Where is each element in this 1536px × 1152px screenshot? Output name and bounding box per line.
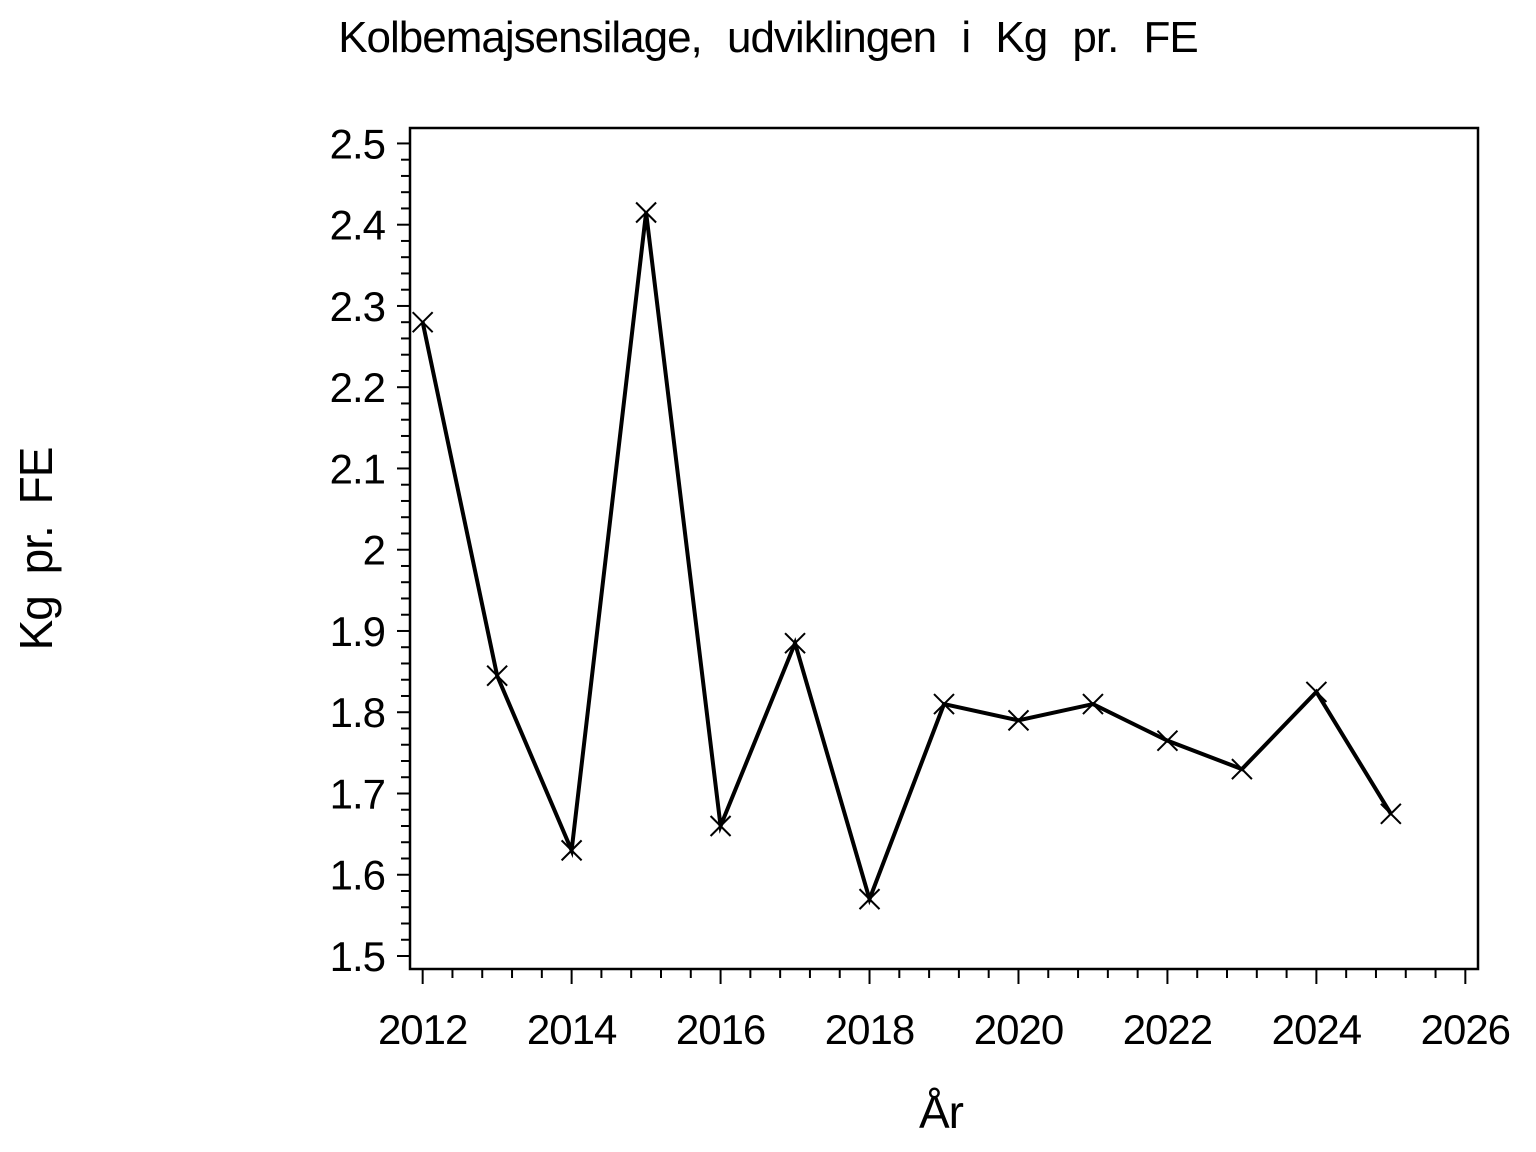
- y-tick-label: 1.7: [330, 770, 385, 817]
- data-point-markers: [411, 201, 1402, 910]
- y-axis-minor-ticks: [401, 158, 410, 941]
- data-point-marker: [858, 888, 881, 910]
- y-tick-label: 2.5: [330, 120, 385, 167]
- x-axis-major-ticks: [421, 969, 1467, 984]
- data-point-marker: [1082, 693, 1104, 715]
- y-axis-tick-labels: 2.5 2.4 2.3 2.2 2.1 2 1.9 1.8 1.7 1.6 1.5: [330, 120, 387, 980]
- data-point-marker: [1231, 758, 1253, 780]
- y-tick-label: 2.3: [330, 283, 385, 330]
- x-tick-label: 2024: [1272, 1006, 1362, 1053]
- data-point-marker: [1156, 729, 1179, 752]
- x-tick-label: 2026: [1421, 1006, 1510, 1053]
- x-tick-label: 2014: [527, 1006, 617, 1053]
- x-axis-label: År: [919, 1086, 964, 1138]
- data-point-marker: [1380, 803, 1402, 825]
- data-point-marker: [709, 815, 732, 837]
- y-tick-label: 2.2: [330, 364, 385, 411]
- x-tick-label: 2016: [676, 1006, 765, 1053]
- data-point-marker: [411, 311, 434, 333]
- y-tick-label: 2.4: [330, 202, 386, 249]
- x-tick-label: 2018: [825, 1006, 914, 1053]
- y-tick-label: 1.6: [330, 852, 385, 899]
- y-tick-label: 2.1: [330, 445, 385, 492]
- x-tick-label: 2012: [378, 1006, 467, 1053]
- data-point-marker: [1305, 681, 1328, 703]
- y-tick-label: 1.5: [330, 933, 385, 980]
- y-axis-major-ticks: [397, 142, 410, 957]
- x-axis-minor-ticks: [451, 969, 1437, 978]
- data-point-marker: [560, 839, 583, 862]
- data-point-marker: [486, 664, 508, 687]
- y-axis-label: Kg pr. FE: [10, 448, 62, 651]
- y-tick-label: 2: [363, 527, 385, 574]
- x-tick-label: 2022: [1123, 1006, 1212, 1053]
- x-tick-label: 2020: [974, 1006, 1063, 1053]
- data-point-marker: [933, 693, 955, 715]
- data-point-marker: [784, 632, 806, 654]
- y-tick-label: 1.9: [330, 608, 385, 655]
- plot-frame: [408, 126, 1480, 971]
- x-axis-tick-labels: 2012 2014 2016 2018 2020 2022 2024 2026: [378, 1006, 1511, 1053]
- data-point-marker: [1007, 709, 1030, 732]
- data-point-marker: [635, 201, 657, 224]
- chart-title: Kolbemajsensilage, udviklingen i Kg pr. …: [338, 13, 1198, 62]
- y-tick-label: 1.8: [330, 689, 385, 736]
- data-series-line: [420, 212, 1393, 906]
